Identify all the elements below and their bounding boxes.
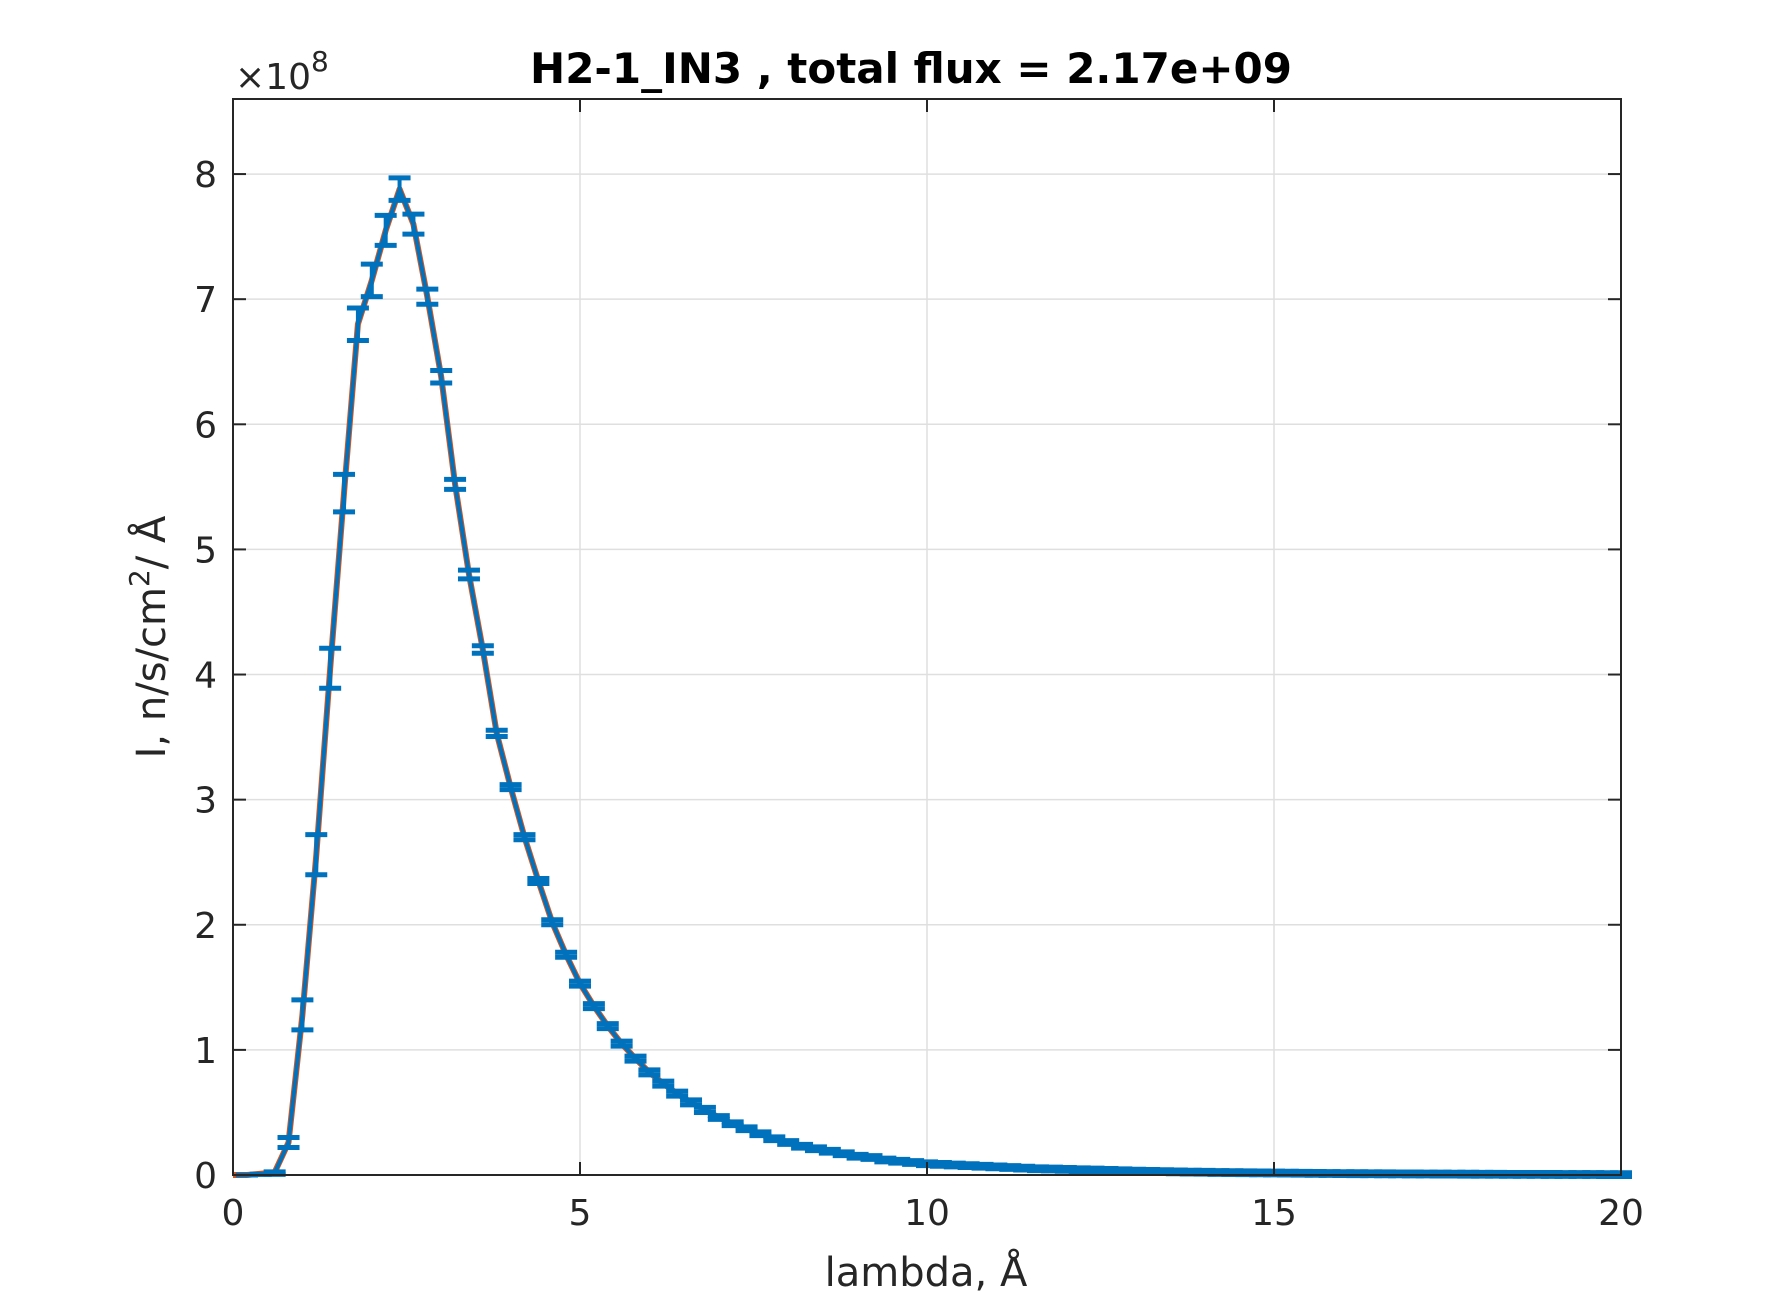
errorbar-point [527, 875, 550, 886]
errorbar-point [416, 286, 439, 307]
chart-title: H2-1_IN3 , total flux = 2.17e+09 [530, 44, 1292, 93]
y-axis-exponent-prefix: ×10 [235, 57, 311, 98]
y-tick-label: 6 [194, 405, 217, 446]
errorbar-point [513, 832, 536, 843]
errorbar-point [707, 1113, 730, 1122]
y-tick-label: 8 [194, 155, 217, 196]
y-tick-label: 2 [194, 906, 217, 947]
y-axis-title-superscript: 2 [123, 569, 156, 587]
errorbar-point [582, 1001, 605, 1012]
errorbar-point [666, 1088, 689, 1099]
errorbar-point [388, 175, 411, 203]
errorbar-point [360, 261, 383, 300]
errorbar-point [374, 212, 397, 248]
errorbar-point [444, 476, 467, 492]
errorbar-point [333, 471, 356, 515]
errorbar-point [541, 917, 564, 928]
errorbar-point [305, 832, 328, 878]
y-axis-exponent: ×108 [235, 45, 329, 98]
errorbar-point [499, 782, 522, 793]
errorbar-point [319, 645, 342, 691]
y-tick-label: 3 [194, 781, 217, 822]
errorbar-point [693, 1104, 716, 1115]
x-axis-title: lambda, Å [825, 1248, 1028, 1296]
y-axis-title-tail: / Å [127, 515, 175, 569]
x-tick-label: 20 [1598, 1193, 1644, 1234]
x-tick-label: 0 [222, 1193, 245, 1234]
y-tick-label: 7 [194, 280, 217, 321]
y-tick-label: 5 [194, 530, 217, 571]
errorbar-point [457, 567, 480, 582]
x-tick-label: 15 [1251, 1193, 1297, 1234]
y-tick-label: 1 [194, 1031, 217, 1072]
errorbar-point [291, 997, 314, 1033]
errorbar-point [555, 949, 578, 960]
errorbar-point [263, 1169, 286, 1177]
errorbar-point [485, 727, 508, 739]
errorbar-point [346, 305, 369, 343]
errorbar-point [430, 368, 453, 386]
errorbar-point [624, 1053, 647, 1064]
y-axis-title-main: I, n/s/cm [129, 587, 175, 758]
errorbar-point [680, 1097, 703, 1108]
errorbar-point [471, 643, 494, 656]
errorbar-point [596, 1021, 619, 1032]
errorbar-point [610, 1038, 633, 1049]
x-tick-label: 10 [904, 1193, 950, 1234]
y-axis-title: I, n/s/cm2/ Å [123, 515, 175, 758]
errorbar-point [569, 978, 591, 989]
errorbar-point [638, 1067, 661, 1078]
errorbar-point [277, 1134, 300, 1150]
ticks: 0 5 10 15 20 0 1 2 3 4 5 6 7 8 [194, 99, 1644, 1234]
errorbar-point [402, 211, 425, 237]
y-tick-label: 4 [194, 656, 217, 697]
y-tick-label: 0 [194, 1156, 217, 1197]
x-tick-label: 5 [569, 1193, 592, 1234]
y-axis-exponent-power: 8 [311, 45, 329, 78]
errorbar-point [652, 1078, 675, 1089]
